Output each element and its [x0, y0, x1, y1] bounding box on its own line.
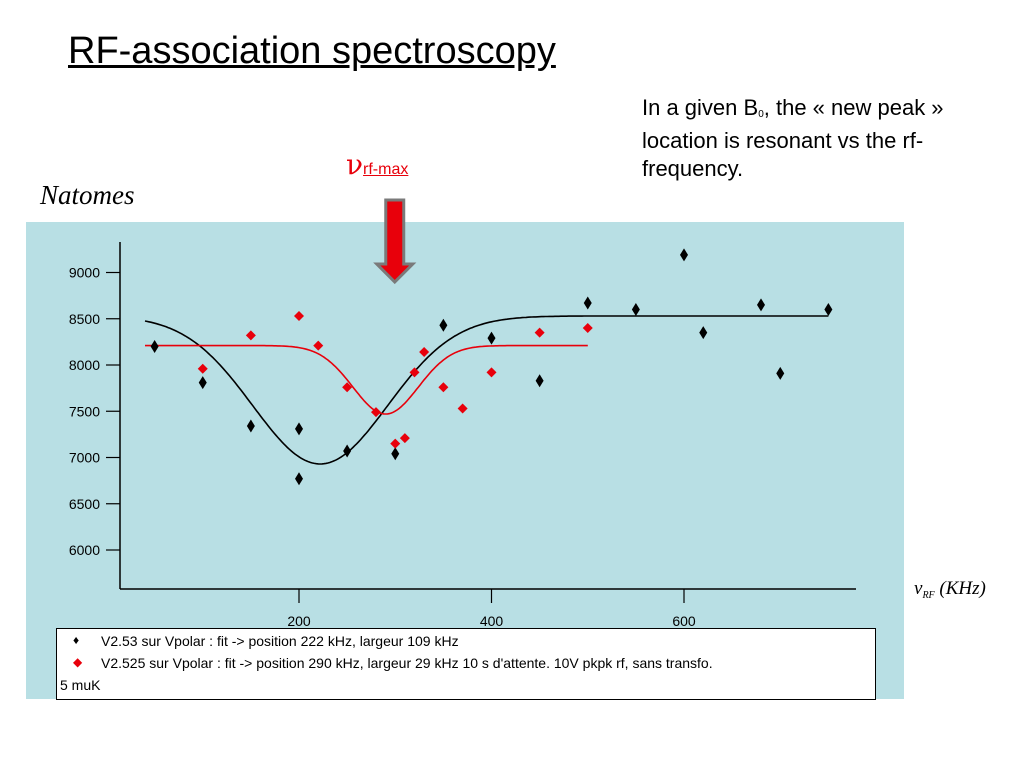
data-point-black — [246, 419, 255, 433]
data-point-black — [150, 340, 159, 353]
legend-text-red: V2.525 sur Vpolar : fit -> position 290 … — [101, 655, 713, 671]
rf-max-subscript: rf-max — [363, 161, 409, 178]
rf-max-label: νrf-max — [346, 148, 408, 181]
data-point-red — [197, 363, 208, 374]
data-point-red — [438, 382, 449, 393]
legend: ♦ V2.53 sur Vpolar : fit -> position 222… — [56, 628, 876, 700]
rf-max-arrow — [373, 198, 417, 285]
legend-entry-red: ◆ V2.525 sur Vpolar : fit -> position 29… — [57, 655, 875, 675]
data-point-red — [245, 330, 256, 341]
plot-background — [26, 222, 904, 699]
annotation-note: In a given B0, the « new peak » location… — [642, 94, 1002, 183]
x-tick-label: 600 — [672, 613, 696, 629]
fit-curves — [144, 315, 829, 465]
data-point-black — [295, 422, 303, 436]
legend-continuation: 5 muK — [60, 677, 101, 693]
y-tick-label: 9000 — [69, 265, 100, 281]
data-point-black — [680, 248, 688, 262]
y-tick-label: 7500 — [69, 403, 100, 419]
y-tick-label: 6500 — [69, 496, 100, 512]
data-point-black — [343, 444, 352, 458]
slide-title: RF-association spectroscopy — [68, 30, 556, 72]
data-point-black — [583, 296, 592, 310]
data-point-red — [419, 347, 430, 358]
y-tick-label: 7000 — [69, 450, 100, 466]
data-point-black — [439, 318, 448, 332]
fit-curve-black — [144, 315, 829, 465]
data-points — [150, 248, 833, 486]
rf-max-symbol: ν — [346, 148, 364, 181]
x-tick-label: 400 — [480, 613, 504, 629]
data-point-black — [699, 326, 708, 340]
data-point-red — [486, 367, 497, 378]
data-point-black — [535, 374, 544, 388]
fit-curve-red — [145, 344, 588, 415]
arrow-shape — [373, 198, 417, 285]
data-point-red — [534, 327, 545, 338]
data-point-red — [409, 367, 420, 378]
data-point-black — [824, 303, 833, 316]
data-point-red — [371, 407, 381, 418]
x-axis-unit: (KHz) — [939, 578, 986, 599]
y-tick-label: 8500 — [69, 311, 100, 327]
x-tick-label: 200 — [287, 613, 311, 629]
data-point-red — [390, 438, 401, 449]
y-tick-label: 6000 — [69, 542, 100, 558]
data-point-red — [294, 310, 304, 321]
note-suffix: , the « new peak » location is resonant … — [642, 95, 944, 181]
axes: 6000 6500 7000 7500 8000 8500 9000 200 400 600 — [69, 242, 856, 629]
data-point-red — [399, 433, 410, 444]
data-point-black — [487, 331, 496, 345]
data-point-black — [631, 303, 640, 316]
data-point-black — [295, 472, 303, 486]
y-tick-label: 8000 — [69, 357, 100, 373]
x-axis-symbol: ν — [914, 578, 923, 599]
legend-marker-black: ♦ — [73, 633, 80, 647]
data-point-black — [391, 447, 400, 461]
x-axis-label: νRF (KHz) — [914, 578, 986, 601]
data-point-red — [457, 403, 468, 414]
y-axis-label: Natomes — [40, 180, 135, 210]
note-prefix: In a given B — [642, 95, 759, 120]
data-point-red — [582, 323, 593, 333]
data-point-black — [198, 376, 207, 390]
note-subscript: 0 — [758, 109, 764, 120]
data-point-black — [757, 298, 765, 312]
legend-entry-black: ♦ V2.53 sur Vpolar : fit -> position 222… — [57, 633, 875, 653]
data-point-red — [313, 340, 324, 351]
data-point-red — [342, 382, 353, 393]
legend-text-black: V2.53 sur Vpolar : fit -> position 222 k… — [101, 633, 459, 649]
data-point-black — [776, 366, 785, 380]
legend-marker-red: ◆ — [73, 655, 83, 669]
x-axis-subscript: RF — [922, 590, 935, 601]
